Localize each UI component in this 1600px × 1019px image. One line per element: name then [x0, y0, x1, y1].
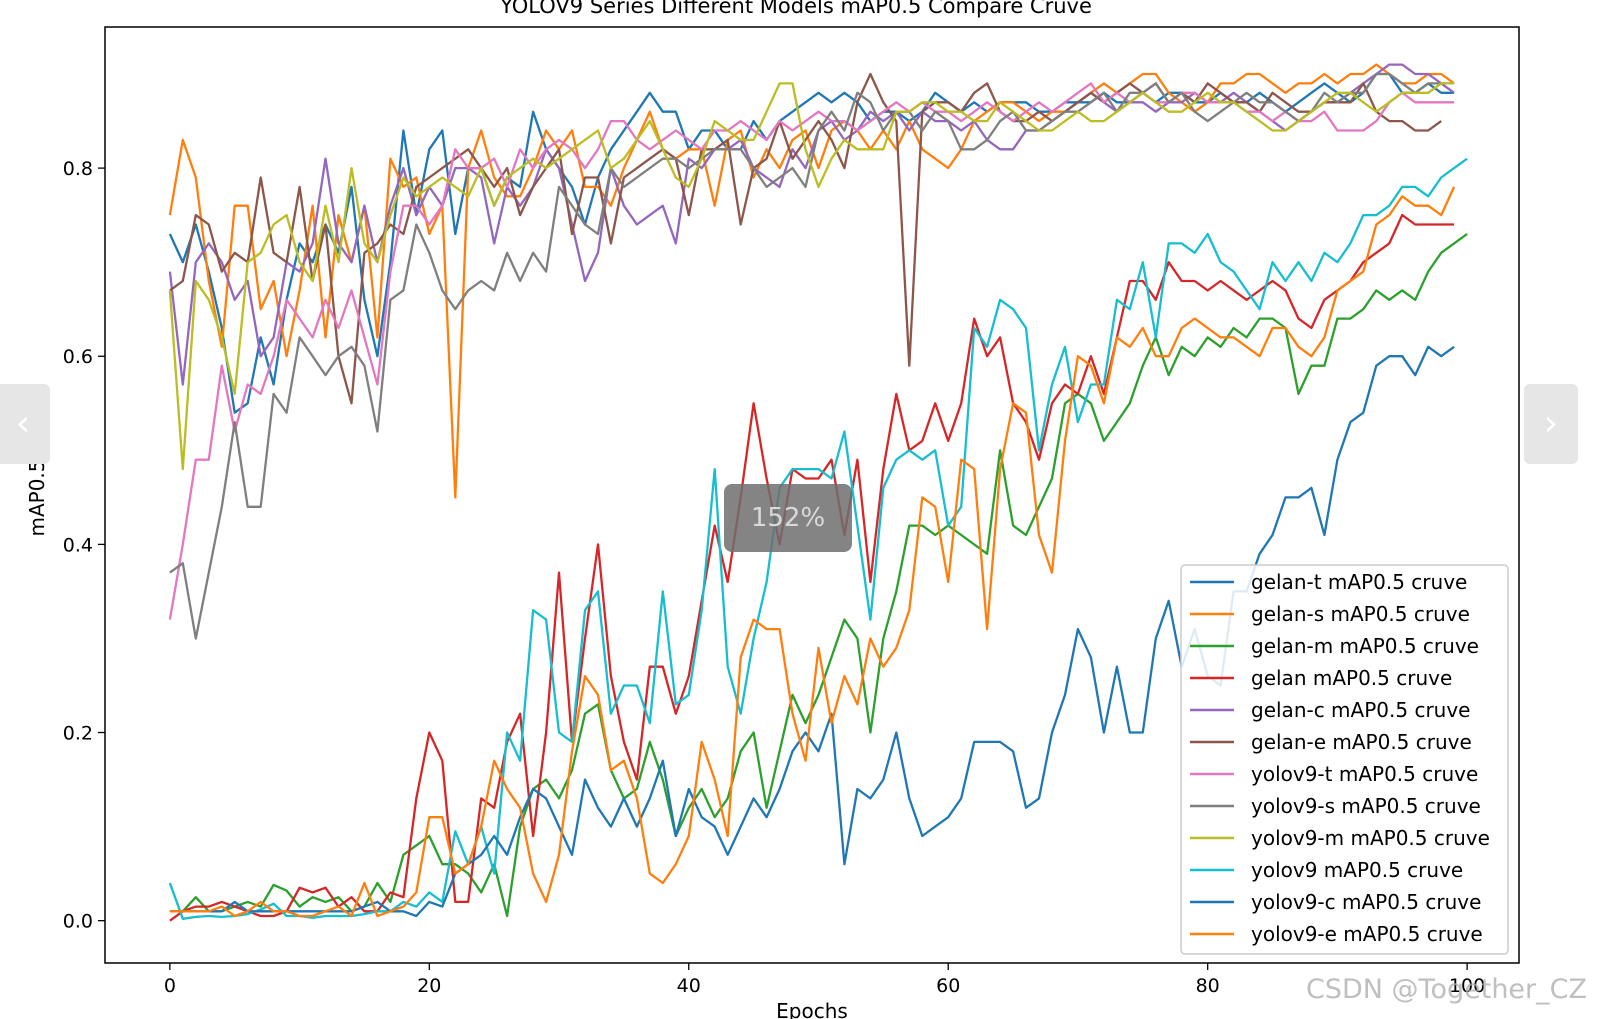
- legend-label: yolov9-c mAP0.5 cruve: [1251, 890, 1481, 914]
- series-line-11: [169, 186, 1456, 918]
- y-tick-label: 0.0: [63, 911, 93, 933]
- prev-image-button[interactable]: ‹: [0, 384, 50, 464]
- series-line-8: [168, 82, 1455, 471]
- legend-box: [1180, 564, 1509, 955]
- legend: gelan-t mAP0.5 cruve gelan-s mAP0.5 cruve…: [1180, 564, 1509, 955]
- legend-label: gelan-e mAP0.5 cruve: [1251, 730, 1472, 754]
- x-tick-label: 40: [677, 975, 701, 997]
- tick-layer: 0 20 40 60 80 100 0.0 0.2 0.4 0.6 0.8: [63, 158, 1485, 997]
- x-tick-label: 0: [164, 975, 176, 997]
- legend-label: gelan-t mAP0.5 cruve: [1251, 570, 1467, 594]
- chart-title: YOLOV9 Series Different Models mAP0.5 Co…: [499, 0, 1092, 18]
- legend-label: yolov9-e mAP0.5 cruve: [1251, 922, 1483, 946]
- x-axis-label: Epochs: [776, 999, 848, 1019]
- watermark: CSDN @Together_CZ: [1306, 974, 1587, 1005]
- x-tick-label: 80: [1196, 975, 1220, 997]
- series-line-9: [168, 157, 1468, 920]
- y-axis-label: mAP0.5: [25, 459, 49, 536]
- legend-label: yolov9-m mAP0.5 cruve: [1251, 826, 1490, 850]
- series-line-3: [169, 213, 1455, 922]
- legend-label: gelan-m mAP0.5 cruve: [1251, 634, 1479, 658]
- y-tick-label: 0.8: [63, 158, 93, 180]
- series-line-2: [169, 233, 1468, 918]
- legend-label: yolov9-s mAP0.5 cruve: [1251, 794, 1481, 818]
- legend-label: gelan mAP0.5 cruve: [1251, 666, 1452, 690]
- y-tick-label: 0.2: [63, 723, 93, 745]
- chevron-right-icon: ›: [1543, 403, 1559, 444]
- x-tick-label: 100: [1449, 975, 1485, 997]
- x-tick-label: 60: [936, 975, 960, 997]
- y-tick-label: 0.4: [63, 534, 93, 556]
- legend-label: gelan-s mAP0.5 cruve: [1251, 602, 1470, 626]
- y-tick-label: 0.6: [63, 346, 93, 368]
- plot-frame: [104, 26, 1520, 964]
- series-line-7: [169, 72, 1455, 640]
- legend-label: gelan-c mAP0.5 cruve: [1251, 698, 1470, 722]
- x-tick-label: 20: [417, 975, 441, 997]
- legend-items: gelan-t mAP0.5 cruve gelan-s mAP0.5 cruve…: [1190, 570, 1490, 946]
- chevron-left-icon: ‹: [15, 403, 31, 444]
- next-image-button[interactable]: ›: [1524, 384, 1578, 464]
- legend-label: yolov9 mAP0.5 cruve: [1251, 858, 1463, 882]
- series-line-5: [169, 72, 1442, 405]
- legend-label: yolov9-t mAP0.5 cruve: [1251, 762, 1478, 786]
- zoom-indicator: 152%: [724, 484, 852, 552]
